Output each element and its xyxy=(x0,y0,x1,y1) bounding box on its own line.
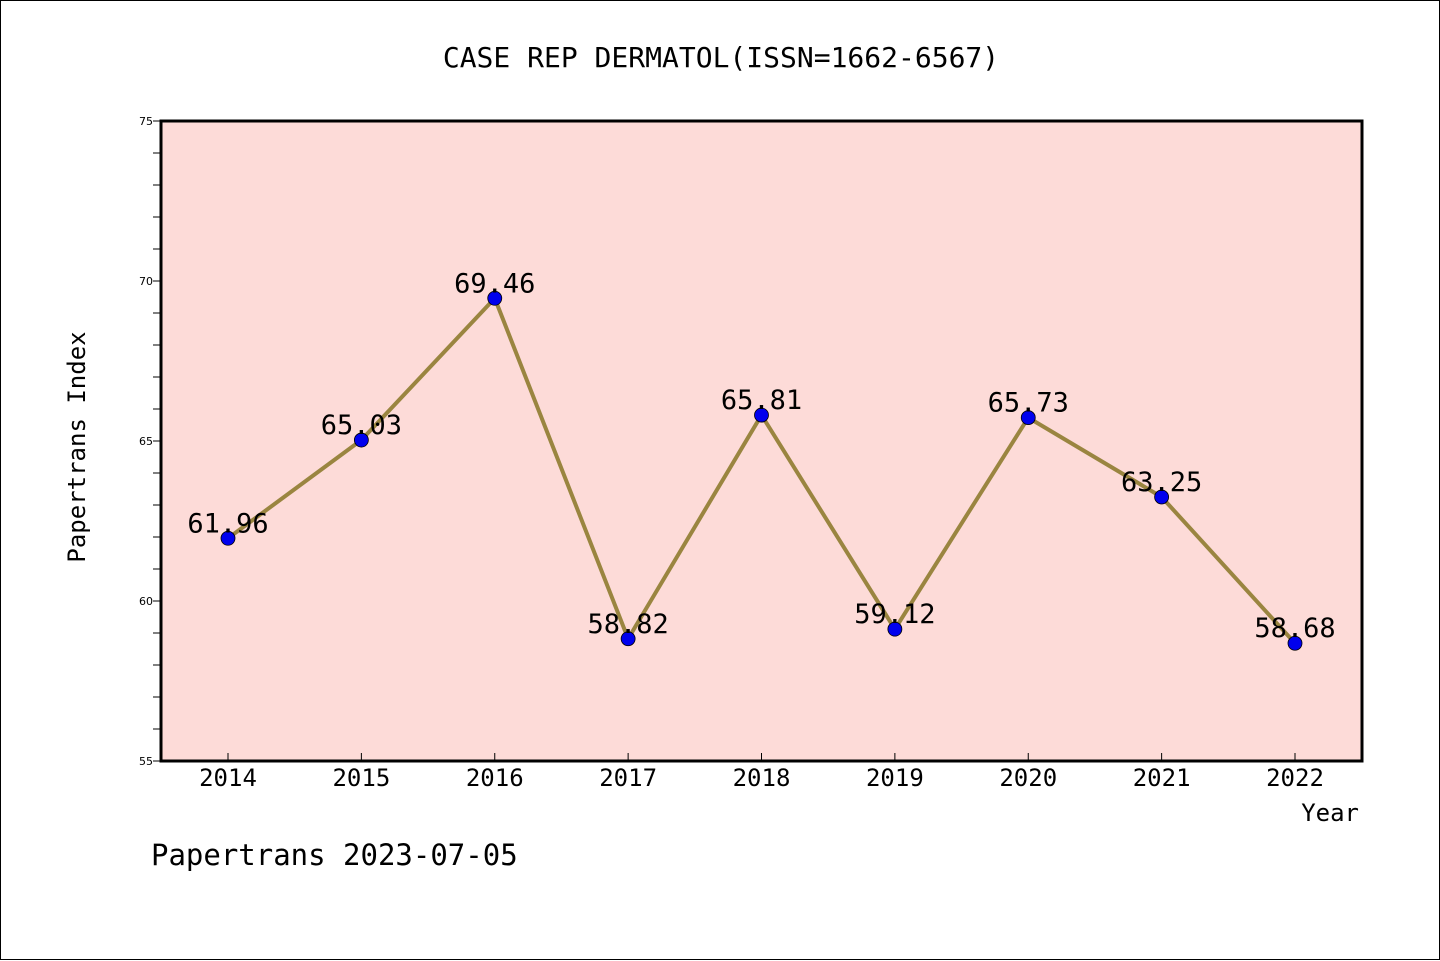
x-tick-label: 2022 xyxy=(1266,764,1324,792)
plot-border xyxy=(159,119,1364,763)
y-tick-label: 65 xyxy=(139,435,153,448)
data-labels: 61.96 65.03 69.46 58.82 65.81 59.12 65.73 63.25… xyxy=(187,268,1335,644)
x-tick-label: 2017 xyxy=(599,764,657,792)
chart-title: CASE REP DERMATOL(ISSN=1662-6567) xyxy=(443,41,999,74)
x-tick-label: 2020 xyxy=(999,764,1057,792)
data-point-marker xyxy=(487,290,503,306)
x-axis: 2014 2015 2016 2017 2018 2019 2020 2021 2022 xyxy=(199,753,1324,792)
data-point-marker xyxy=(1154,489,1170,505)
y-axis: 55 60 65 70 75 xyxy=(139,115,161,768)
y-tick-label: 75 xyxy=(139,115,153,128)
data-label: 58.68 xyxy=(1254,613,1335,644)
data-label: 69.46 xyxy=(454,268,535,299)
y-tick-label: 60 xyxy=(139,595,153,608)
data-point-marker xyxy=(1020,410,1036,426)
watermark: Papertrans 2023-07-05 xyxy=(151,838,518,872)
data-label: 63.25 xyxy=(1121,467,1202,498)
data-label: 59.12 xyxy=(854,599,935,630)
data-label: 65.73 xyxy=(988,388,1069,419)
data-point-marker xyxy=(1287,635,1303,651)
x-tick-label: 2021 xyxy=(1133,764,1191,792)
x-tick-label: 2019 xyxy=(866,764,924,792)
data-point-marker xyxy=(620,631,636,647)
data-label: 61.96 xyxy=(187,508,268,539)
x-tick-label: 2018 xyxy=(733,764,791,792)
data-label: 65.81 xyxy=(721,385,802,416)
series-markers xyxy=(220,290,1303,651)
y-tick-label: 70 xyxy=(139,275,153,288)
data-point-marker xyxy=(353,432,369,448)
x-tick-label: 2014 xyxy=(199,764,257,792)
data-point-marker xyxy=(220,530,236,546)
y-tick-label: 55 xyxy=(139,755,153,768)
data-label: 58.82 xyxy=(587,609,668,640)
data-label: 65.03 xyxy=(321,410,402,441)
x-tick-label: 2016 xyxy=(466,764,524,792)
data-point-marker xyxy=(887,621,903,637)
data-point-marker xyxy=(754,407,769,423)
x-tick-label: 2015 xyxy=(332,764,390,792)
x-axis-label: Year xyxy=(1301,799,1359,827)
y-axis-label: Papertrans Index xyxy=(63,331,91,562)
